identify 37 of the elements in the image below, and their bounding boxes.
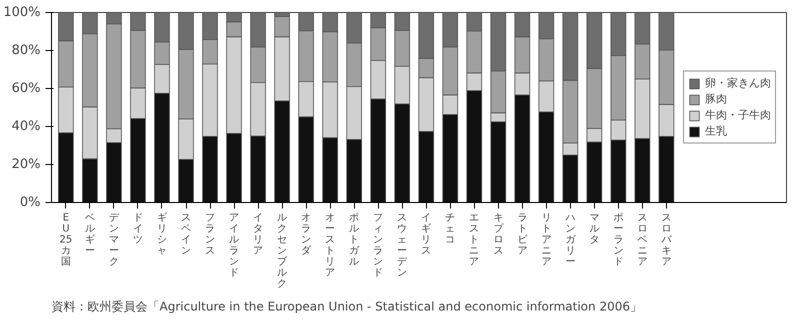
x-tick-label: エストニア	[469, 212, 480, 268]
x-tick-label: キプロス	[493, 212, 504, 256]
x-tick-label: アイルランド	[229, 212, 240, 278]
y-tick-label: 0%	[20, 195, 40, 210]
x-tick-label: スロベニア	[637, 212, 648, 268]
x-tick-label: リトアニア	[541, 212, 552, 268]
x-tick-label: フランス	[205, 212, 216, 256]
legend-label: 生乳	[705, 124, 727, 138]
y-tick-label: 60%	[12, 81, 41, 96]
y-tick-label: 100%	[3, 5, 41, 20]
x-tick-label: イタリア	[253, 212, 264, 256]
y-tick-label: 40%	[12, 119, 41, 134]
y-tick-label: 20%	[12, 157, 41, 172]
legend-label: 卵・家きん肉	[705, 76, 771, 90]
x-tick-label: ギリシャ	[156, 212, 167, 256]
x-tick-label: スウェーデン	[397, 212, 408, 278]
x-tick-label: スロバキア	[660, 212, 672, 268]
y-tick-label: 80%	[12, 43, 41, 58]
legend-label: 豚肉	[705, 92, 727, 106]
x-tick-label: オーストリア	[325, 212, 336, 278]
x-tick-label: イギリス	[421, 212, 432, 256]
x-tick-label: ベルギー	[84, 212, 95, 256]
x-tick-label: マルタ	[589, 212, 600, 246]
x-tick-label: ラトビア	[517, 212, 528, 256]
x-tick-label: オランダ	[301, 212, 312, 256]
x-tick-label: フィンランド	[373, 212, 384, 278]
text: 資料：欧州委員会「Agriculture in the European Union - Statistical and economic information 2006」	[52, 300, 642, 314]
x-tick-label: スペイン	[181, 212, 192, 256]
x-tick-label: チェコ	[445, 212, 456, 246]
legend-label: 牛肉・子牛肉	[705, 108, 771, 122]
x-tick-label: ドイツ	[132, 212, 143, 246]
x-tick-label: EU25カ国	[60, 212, 72, 268]
x-tick-label: ポーランド	[613, 212, 624, 268]
x-tick-label: ポルトガル	[349, 212, 360, 268]
x-tick-label: デンマーク	[108, 212, 120, 268]
x-tick-label: ハンガリー	[564, 212, 576, 268]
x-tick-label: ルクセンブルク	[277, 212, 288, 290]
